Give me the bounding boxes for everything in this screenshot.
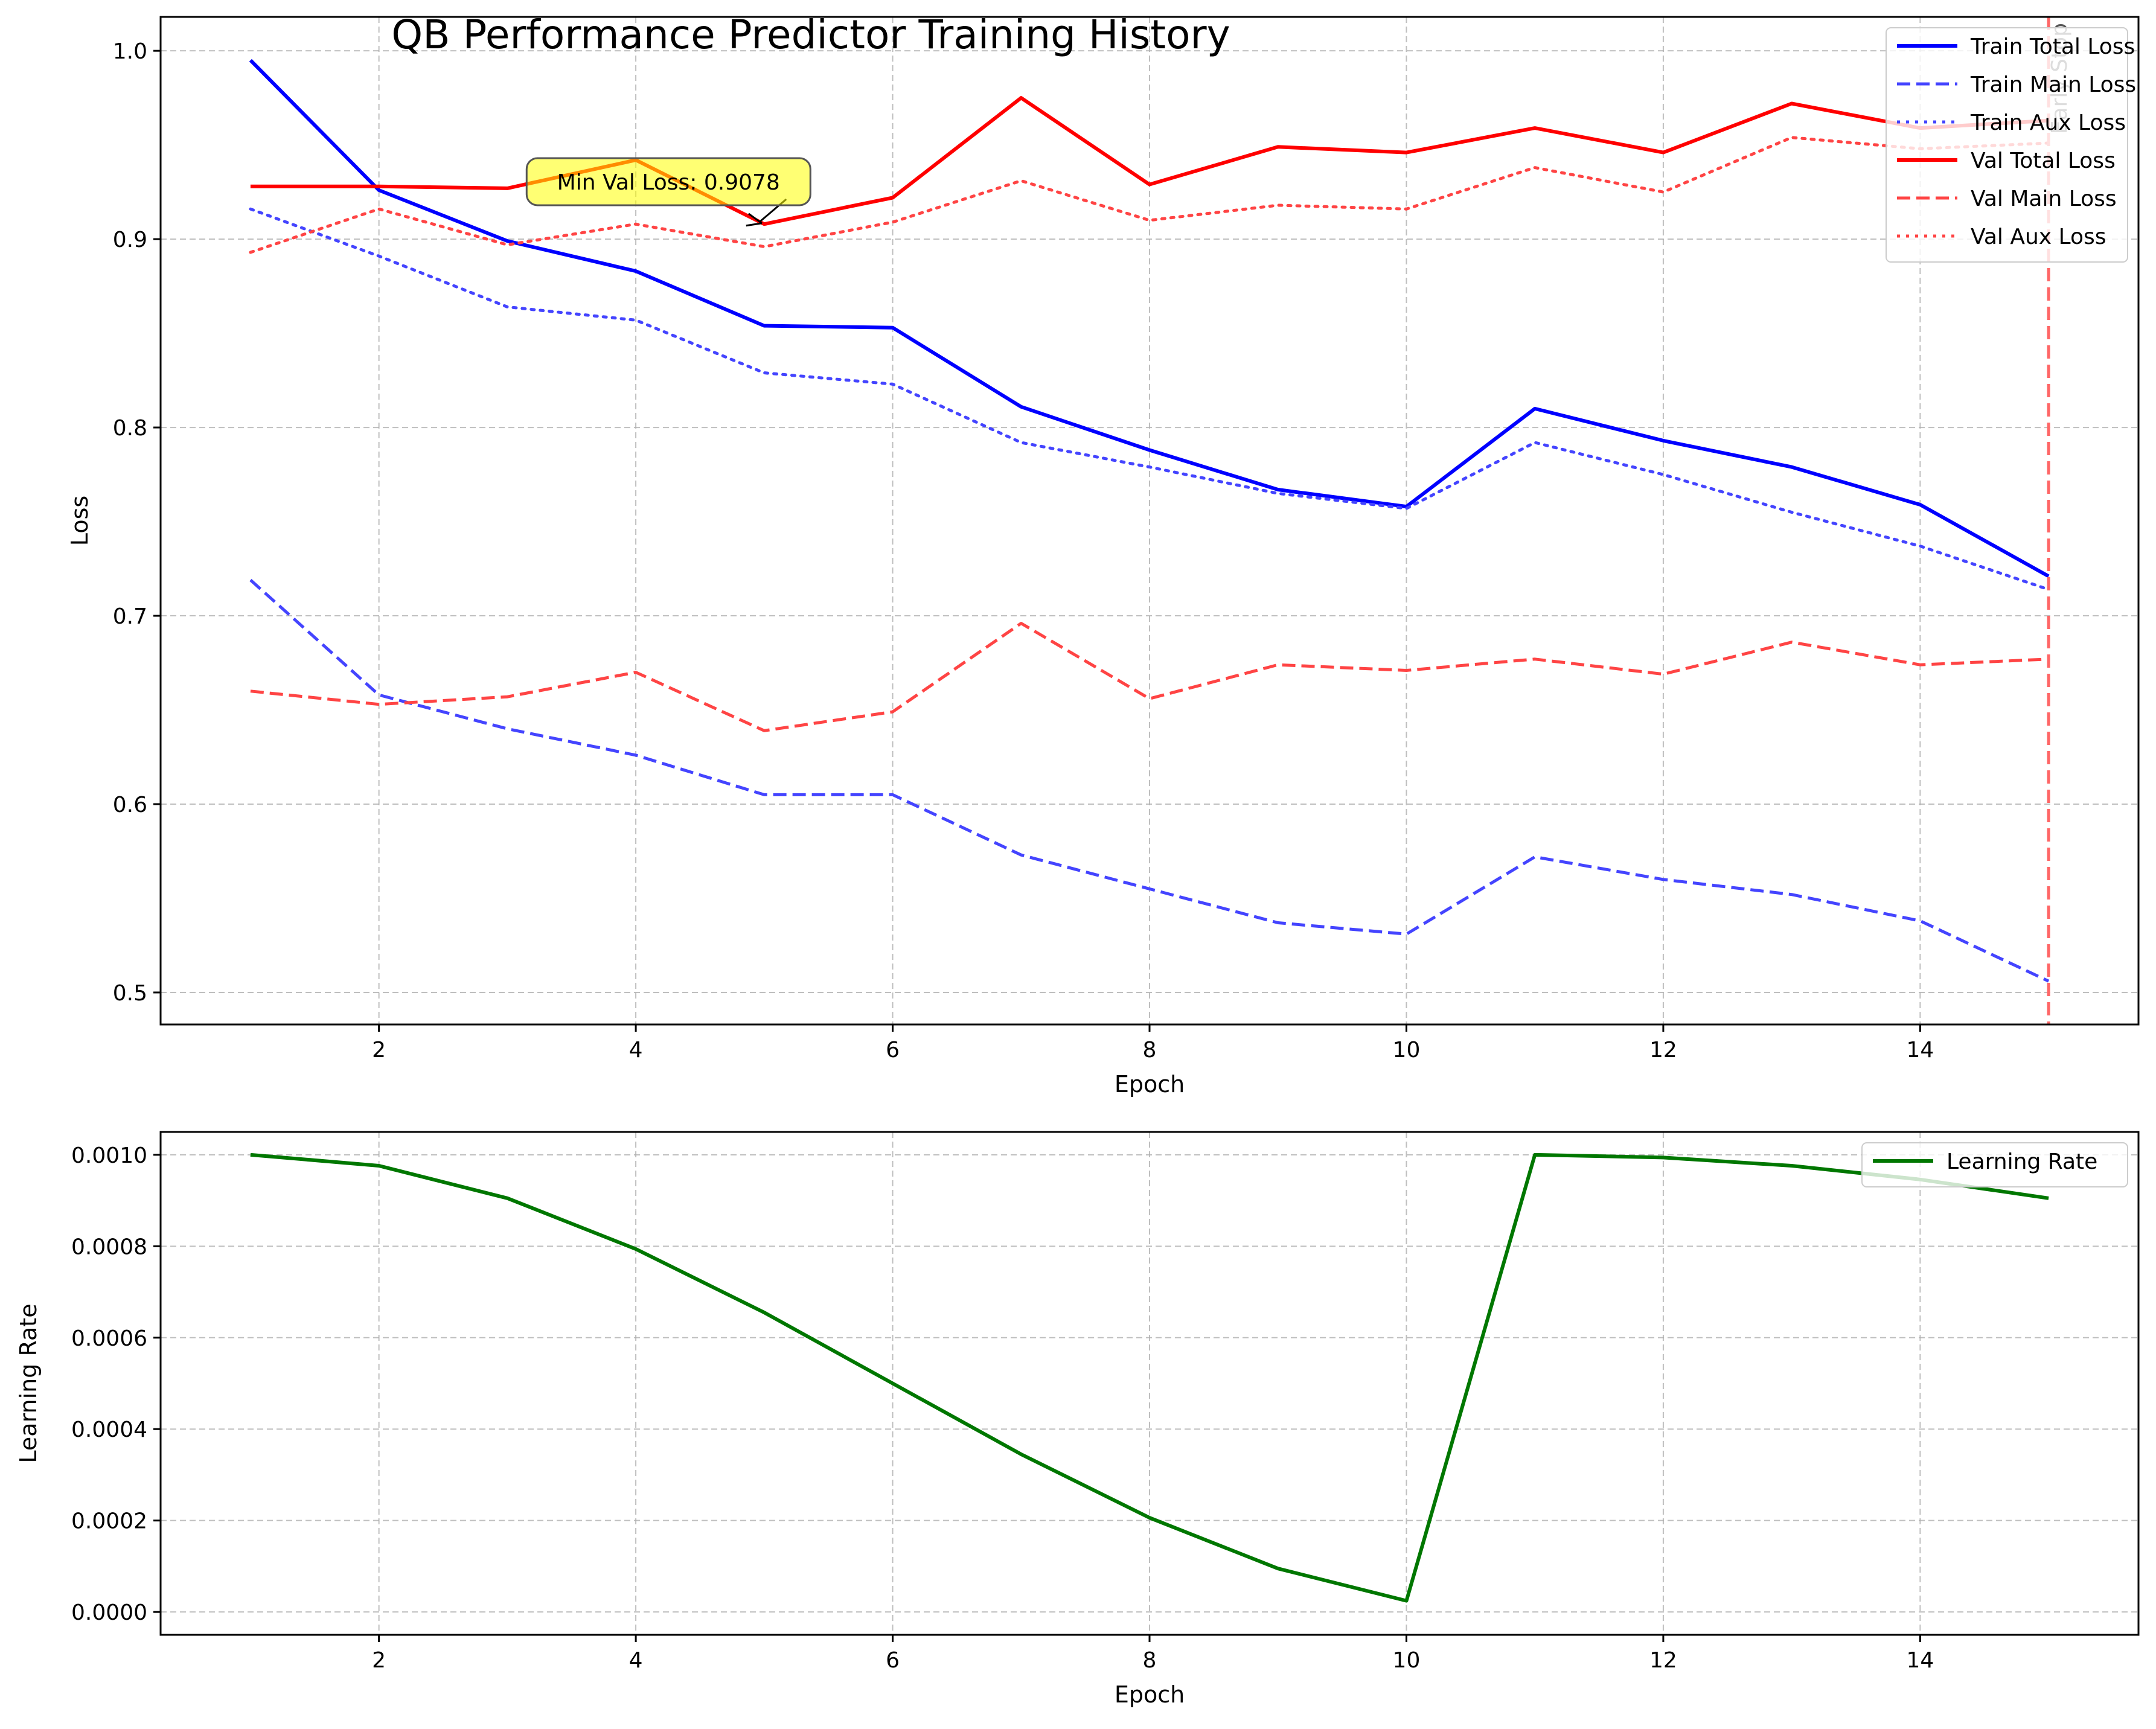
y-tick-label: 1.0 xyxy=(113,39,147,64)
x-tick-label: 10 xyxy=(1393,1648,1421,1673)
x-tick-label: 14 xyxy=(1906,1038,1934,1063)
x-tick-label: 8 xyxy=(1143,1038,1157,1063)
y-tick-label: 0.7 xyxy=(113,604,147,629)
legend-label: Learning Rate xyxy=(1946,1149,2097,1174)
legend-label: Val Total Loss xyxy=(1971,149,2116,173)
y-tick-label: 0.0000 xyxy=(71,1600,147,1625)
learning-rate-axes: 2 4 6 8 10 12 14 0.0000 0.0002 0.0004 0.0006 0.0008… xyxy=(15,1131,2140,1708)
x-tick-label: 12 xyxy=(1649,1648,1677,1673)
y-tick-label: 0.9 xyxy=(113,228,147,252)
legend-label: Train Aux Loss xyxy=(1970,110,2126,135)
x-tick-label: 8 xyxy=(1143,1648,1157,1673)
annotation-arrowhead xyxy=(746,213,763,227)
y-tick-label: 0.0008 xyxy=(71,1235,147,1259)
legend-label: Val Main Loss xyxy=(1971,187,2117,211)
x-tick-label: 6 xyxy=(886,1038,900,1063)
x-axis-label: Epoch xyxy=(1115,1681,1185,1708)
x-tick-label: 10 xyxy=(1393,1038,1421,1063)
series-line-train-total-loss xyxy=(249,59,2050,578)
y-tick-label: 0.0010 xyxy=(71,1143,147,1168)
legend-box xyxy=(1861,1142,2128,1187)
x-tick-label: 6 xyxy=(886,1648,900,1673)
loss-axes: Early StopMin Val Loss: 0.90782468101214… xyxy=(66,16,2140,1098)
y-tick-label: 0.5 xyxy=(113,981,147,1006)
y-tick-label: 0.8 xyxy=(113,416,147,441)
y-tick-label: 0.0002 xyxy=(71,1509,147,1534)
annotation-box xyxy=(525,157,811,206)
series-line-val-aux-loss xyxy=(249,136,2050,254)
x-tick-label: 4 xyxy=(629,1648,643,1673)
legend-label: Val Aux Loss xyxy=(1971,225,2106,249)
x-tick-label: 2 xyxy=(372,1648,386,1673)
x-tick-label: 2 xyxy=(372,1038,386,1063)
x-tick-label: 4 xyxy=(629,1038,643,1063)
x-tick-label: 14 xyxy=(1906,1648,1934,1673)
legend-label: Train Main Loss xyxy=(1970,72,2136,97)
y-tick-label: 0.6 xyxy=(113,793,147,817)
y-axis-label: Learning Rate xyxy=(15,1303,42,1463)
y-tick-label: 0.0004 xyxy=(71,1417,147,1442)
series-line-learning-rate xyxy=(250,1152,2049,1603)
series-line-val-main-loss xyxy=(250,622,2049,732)
series-line-train-main-loss xyxy=(249,578,2050,983)
figure-title: QB Performance Predictor Training Histor… xyxy=(391,11,1230,58)
y-tick-label: 0.0006 xyxy=(71,1326,147,1351)
y-axis-label: Loss xyxy=(66,496,93,546)
x-tick-label: 12 xyxy=(1649,1038,1677,1063)
legend-label: Train Total Loss xyxy=(1970,34,2135,59)
annotation-text: Min Val Loss: 0.9078 xyxy=(557,170,780,195)
legend-box xyxy=(1886,27,2128,263)
x-axis-label: Epoch xyxy=(1115,1071,1185,1098)
series-line-train-aux-loss xyxy=(249,207,2050,591)
